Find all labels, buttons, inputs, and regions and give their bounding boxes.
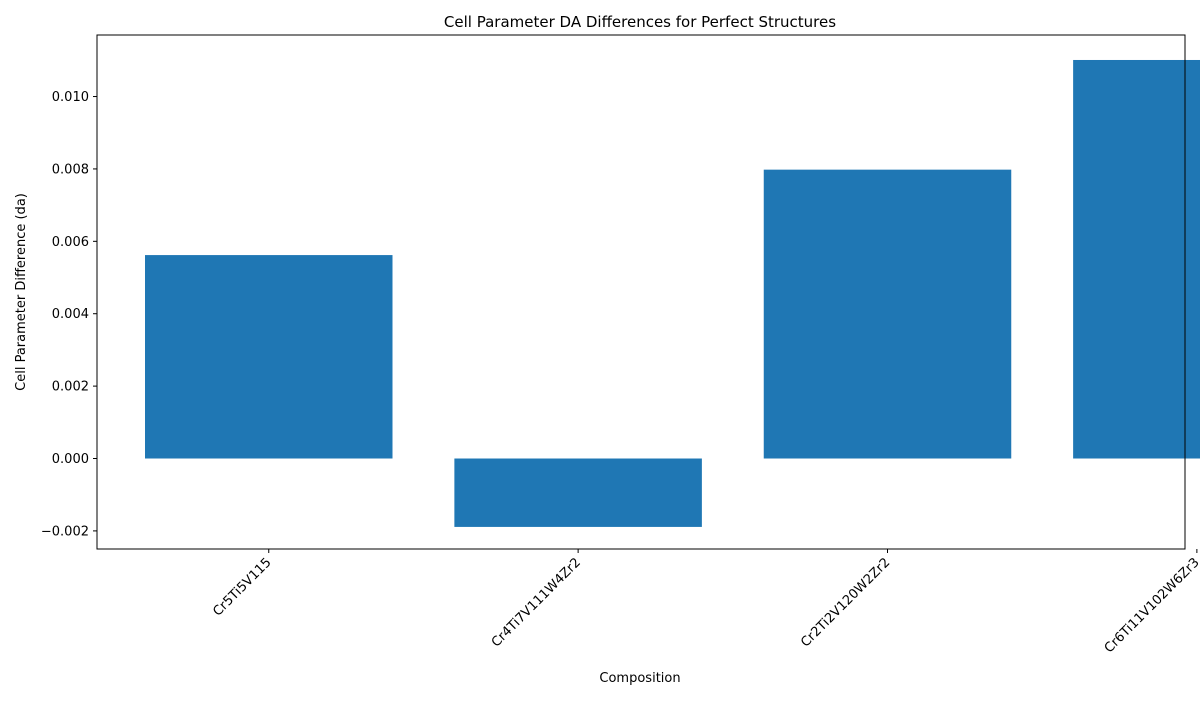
bar-1 — [145, 255, 393, 459]
bar-2 — [454, 458, 702, 527]
x-axis-label: Composition — [599, 671, 680, 686]
y-tick-label: 0.004 — [52, 307, 89, 322]
x-axis-ticks: Cr5Ti5V115 Cr4Ti7V111W4Zr2 Cr2Ti2V120W2Zr2… — [210, 549, 1200, 656]
x-tick-label: Cr5Ti5V115 — [210, 555, 274, 619]
x-tick-label: Cr4Ti7V111W4Zr2 — [489, 555, 584, 650]
plot-area-frame — [96, 34, 1186, 550]
x-tick-label: Cr2Ti2V120W2Zr2 — [798, 555, 893, 650]
y-tick-label: 0.006 — [52, 235, 89, 250]
y-tick-label: 0.008 — [52, 162, 89, 177]
y-tick-label: 0.002 — [52, 380, 89, 395]
y-axis-ticks: −0.002 0.000 0.002 0.004 0.006 0.008 0.010 — [41, 90, 97, 539]
bars-group — [145, 59, 1200, 527]
y-tick-label: 0.010 — [52, 90, 89, 105]
y-axis-label: Cell Parameter Difference (da) — [14, 193, 29, 391]
chart-title: Cell Parameter DA Differences for Perfec… — [444, 13, 836, 31]
bar-3 — [763, 169, 1012, 459]
bar-4 — [1073, 59, 1200, 459]
y-tick-label: 0.000 — [52, 452, 89, 467]
y-tick-label: −0.002 — [41, 524, 89, 539]
x-tick-label: Cr6Ti11V102W6Zr3 — [1102, 555, 1200, 656]
